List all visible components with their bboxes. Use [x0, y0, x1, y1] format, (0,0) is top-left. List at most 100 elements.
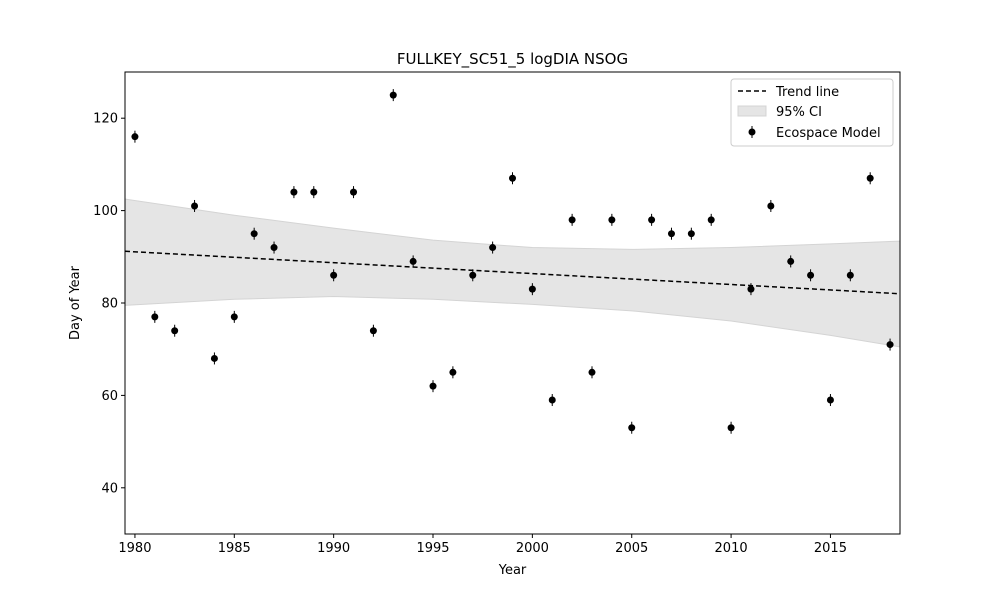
trend-line	[124, 250, 901, 295]
data-point	[846, 269, 854, 282]
point-marker	[330, 271, 338, 279]
data-point	[866, 172, 874, 185]
data-point	[528, 283, 536, 296]
legend-box	[730, 78, 894, 147]
data-point	[548, 394, 556, 407]
point-marker	[787, 257, 795, 265]
point-marker	[171, 327, 179, 335]
point-marker	[469, 271, 477, 279]
y-ticks: 40 60 80 100 120	[93, 112, 125, 496]
data-point	[826, 394, 834, 407]
point-marker	[807, 271, 815, 279]
x-tick-label: 1980	[118, 541, 151, 556]
point-marker	[886, 341, 894, 349]
data-point	[350, 186, 358, 199]
chart-title: FULLKEY_SC51_5 logDIA NSOG	[397, 50, 628, 69]
data-point	[131, 130, 139, 143]
data-point	[369, 324, 377, 337]
point-marker	[310, 188, 318, 196]
data-point	[787, 255, 795, 268]
data-point	[608, 213, 616, 226]
x-ticks: 1980 1985 1990 1995 2000 2005 2010 2015	[118, 534, 847, 556]
data-point	[429, 380, 437, 393]
y-axis-title: Day of Year	[68, 265, 83, 340]
data-point	[389, 89, 397, 102]
data-point	[290, 186, 298, 199]
point-marker	[509, 174, 516, 182]
data-point	[648, 213, 656, 226]
data-point	[409, 255, 417, 268]
data-point	[270, 241, 278, 254]
legend-trend-label: Trend line	[775, 85, 839, 100]
legend-ci-swatch	[737, 105, 767, 117]
x-tick-label: 2005	[615, 541, 648, 556]
x-tick-label: 2000	[516, 541, 549, 556]
data-point	[191, 199, 199, 212]
point-marker	[350, 188, 358, 196]
data-point	[509, 172, 516, 185]
point-marker	[369, 327, 377, 335]
y-tick-label: 120	[93, 112, 118, 127]
point-marker	[290, 188, 298, 196]
point-marker	[191, 202, 199, 210]
point-marker	[667, 230, 675, 238]
legend-ci-label: 95% CI	[776, 105, 822, 120]
point-marker	[767, 202, 775, 210]
data-point	[230, 310, 238, 323]
y-tick-label: 40	[101, 481, 118, 496]
data-point	[469, 269, 477, 282]
data-point	[449, 366, 457, 379]
legend-point-label: Ecospace Model	[776, 126, 881, 141]
point-marker	[131, 133, 139, 141]
data-point	[210, 352, 218, 365]
data-point	[628, 421, 636, 434]
x-axis-title: Year	[498, 563, 527, 578]
data-point	[489, 241, 497, 254]
data-point	[687, 227, 695, 240]
point-marker	[389, 91, 397, 99]
data-point	[250, 227, 258, 240]
point-marker	[250, 230, 258, 238]
x-tick-label: 1985	[218, 541, 251, 556]
data-points-layer	[131, 89, 894, 434]
point-marker	[846, 271, 854, 279]
point-marker	[826, 396, 834, 404]
point-marker	[568, 216, 576, 224]
point-marker	[628, 424, 636, 432]
data-point	[747, 283, 755, 296]
point-marker	[151, 313, 159, 321]
data-point	[568, 213, 576, 226]
legend: Trend line 95% CI Ecospace Model	[730, 78, 894, 147]
point-marker	[270, 244, 278, 252]
data-point	[171, 324, 179, 337]
point-marker	[409, 257, 417, 265]
x-tick-label: 2015	[814, 541, 847, 556]
point-marker	[707, 216, 715, 224]
point-marker	[608, 216, 616, 224]
point-marker	[489, 244, 497, 252]
x-tick-label: 2010	[715, 541, 748, 556]
point-marker	[230, 313, 238, 321]
point-marker	[727, 424, 735, 432]
data-point	[310, 186, 318, 199]
y-tick-label: 60	[101, 389, 118, 404]
data-point	[807, 269, 815, 282]
point-marker	[548, 396, 556, 404]
x-tick-label: 1990	[317, 541, 350, 556]
point-marker	[210, 354, 218, 362]
y-tick-label: 80	[101, 297, 118, 312]
legend-point-marker	[748, 128, 756, 136]
point-marker	[747, 285, 755, 293]
data-point	[330, 269, 338, 282]
data-point	[151, 310, 159, 323]
data-point	[588, 366, 596, 379]
data-point	[707, 213, 715, 226]
point-marker	[528, 285, 536, 293]
y-tick-label: 100	[93, 204, 118, 219]
data-point	[886, 338, 894, 351]
point-marker	[449, 368, 457, 376]
point-marker	[687, 230, 695, 238]
data-point	[767, 199, 775, 212]
point-marker	[866, 174, 874, 182]
